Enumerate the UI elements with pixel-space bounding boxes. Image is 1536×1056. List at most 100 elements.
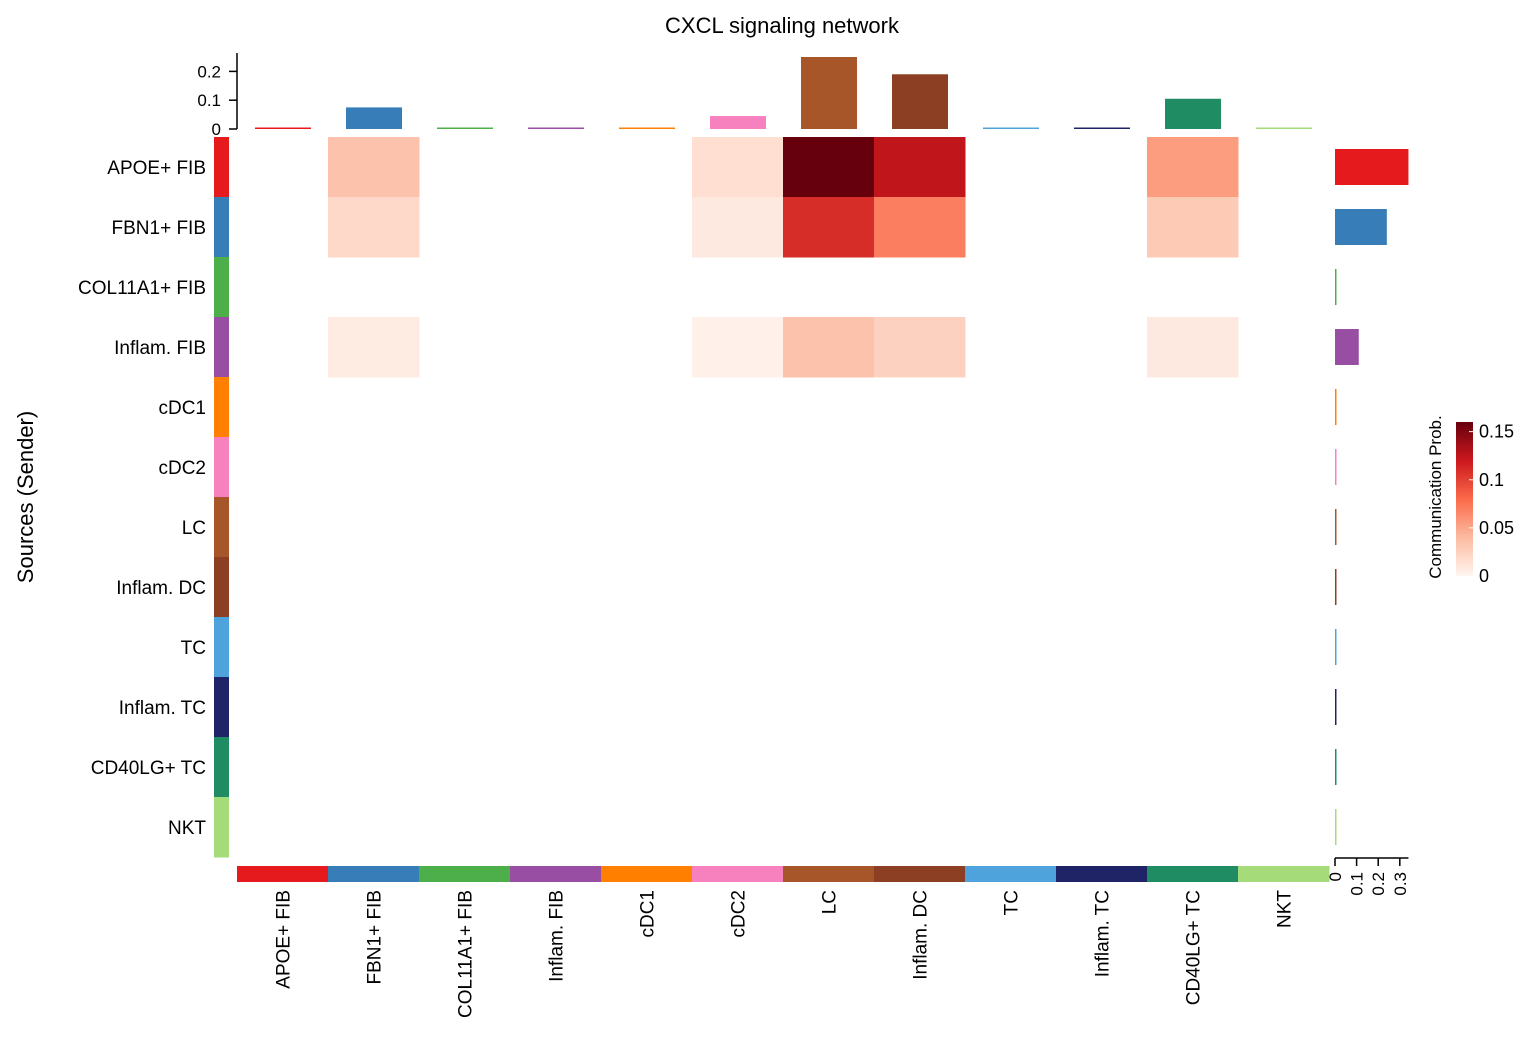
row-color-block [214,257,229,318]
top-bar [528,127,584,129]
top-bar-tick-label: 0.1 [197,91,221,110]
column-label: LC [820,890,841,914]
legend-color-bar [1456,422,1473,576]
top-bar [1074,127,1130,129]
row-label: cDC1 [158,398,206,419]
column-labels: APOE+ FIB FBN1+ FIB COL11A1+ FIB Inflam. FI… [274,890,1296,1018]
legend-tick-label: 0.1 [1479,470,1504,490]
row-label: COL11A1+ FIB [78,278,206,299]
row-color-block [214,677,229,738]
legend-tick-label: 0.05 [1479,518,1514,538]
right-bar-tick-label: 0 [1326,872,1345,881]
column-label: cDC1 [638,890,659,938]
right-bar-plot: 0 0.1 0.2 0.3 [1326,149,1410,896]
right-bar-tick-label: 0.3 [1391,872,1410,896]
top-bar [255,127,311,129]
column-color-block [783,866,875,882]
row-label: Inflam. DC [116,578,206,599]
top-bar [346,107,402,129]
chart-title: CXCL signaling network [665,13,900,38]
right-bar [1335,449,1337,485]
heatmap-cell [1147,197,1239,258]
row-label: TC [181,638,206,659]
column-color-block [419,866,511,882]
row-label: Inflam. FIB [114,338,206,359]
row-label: LC [182,518,206,539]
heatmap-cell [328,197,420,258]
row-color-block [214,137,229,198]
column-label: Inflam. DC [911,890,932,980]
top-bar [437,127,493,129]
row-label: Inflam. TC [119,698,206,719]
row-label: cDC2 [158,458,206,479]
right-bar [1335,329,1359,365]
row-color-block [214,317,229,378]
right-bar [1335,209,1387,245]
heatmap-cell [328,137,420,198]
heatmap-cell [874,317,966,378]
column-color-block [692,866,784,882]
column-label: Inflam. FIB [547,890,568,982]
row-color-block [214,437,229,498]
heatmap-cells [328,137,1239,378]
legend-tick-label: 0 [1479,566,1489,586]
heatmap-cell [692,317,784,378]
heatmap-cell [692,137,784,198]
row-label: APOE+ FIB [107,158,206,179]
row-labels: APOE+ FIB FBN1+ FIB COL11A1+ FIB Inflam. FI… [78,158,206,839]
top-bar [1165,98,1221,129]
right-bar-tick-label: 0.1 [1348,872,1367,896]
right-bar [1335,689,1337,725]
column-color-block [965,866,1057,882]
top-bar [983,127,1039,129]
heatmap-cell [328,317,420,378]
top-bar [710,116,766,129]
column-color-block [1147,866,1239,882]
heatmap-cell [692,197,784,258]
row-color-block [214,377,229,438]
top-bar [1256,127,1312,129]
top-bar [892,74,948,129]
right-bar [1335,389,1337,425]
right-bar-tick-label: 0.2 [1369,872,1388,896]
column-color-annotation [237,866,1330,882]
row-color-annotation [214,137,229,858]
column-color-block [510,866,602,882]
heatmap-cell [1147,137,1239,198]
heatmap-cell [874,197,966,258]
column-label: COL11A1+ FIB [456,890,477,1018]
heatmap-cell [783,197,875,258]
column-label: FBN1+ FIB [365,890,386,985]
column-label: TC [1002,890,1023,915]
heatmap-cell [1147,317,1239,378]
heatmap-cell [783,317,875,378]
top-bar [619,127,675,129]
row-color-block [214,797,229,858]
column-color-block [1056,866,1148,882]
column-label: APOE+ FIB [274,890,295,989]
color-legend: Communication Prob. 0 0.05 0.1 0.15 [1426,415,1514,586]
top-bar-plot: 0 0.1 0.2 [197,53,1312,139]
row-color-block [214,557,229,618]
right-bar [1335,629,1337,665]
column-color-block [601,866,693,882]
right-bar [1335,509,1337,545]
column-label: NKT [1275,890,1296,928]
column-label: Inflam. TC [1093,890,1114,977]
column-label: CD40LG+ TC [1184,890,1205,1005]
y-axis-title: Sources (Sender) [13,411,38,583]
legend-tick-label: 0.15 [1479,422,1514,442]
row-label: NKT [168,818,206,839]
row-color-block [214,617,229,678]
right-bar [1335,749,1337,785]
right-bar [1335,269,1337,305]
column-label: cDC2 [729,890,750,938]
row-label: CD40LG+ TC [91,758,206,779]
row-color-block [214,737,229,798]
heatmap-cell [783,137,875,198]
column-color-block [237,866,329,882]
top-bar-tick-label: 0.2 [197,62,221,81]
column-color-block [874,866,966,882]
row-label: FBN1+ FIB [112,218,207,239]
